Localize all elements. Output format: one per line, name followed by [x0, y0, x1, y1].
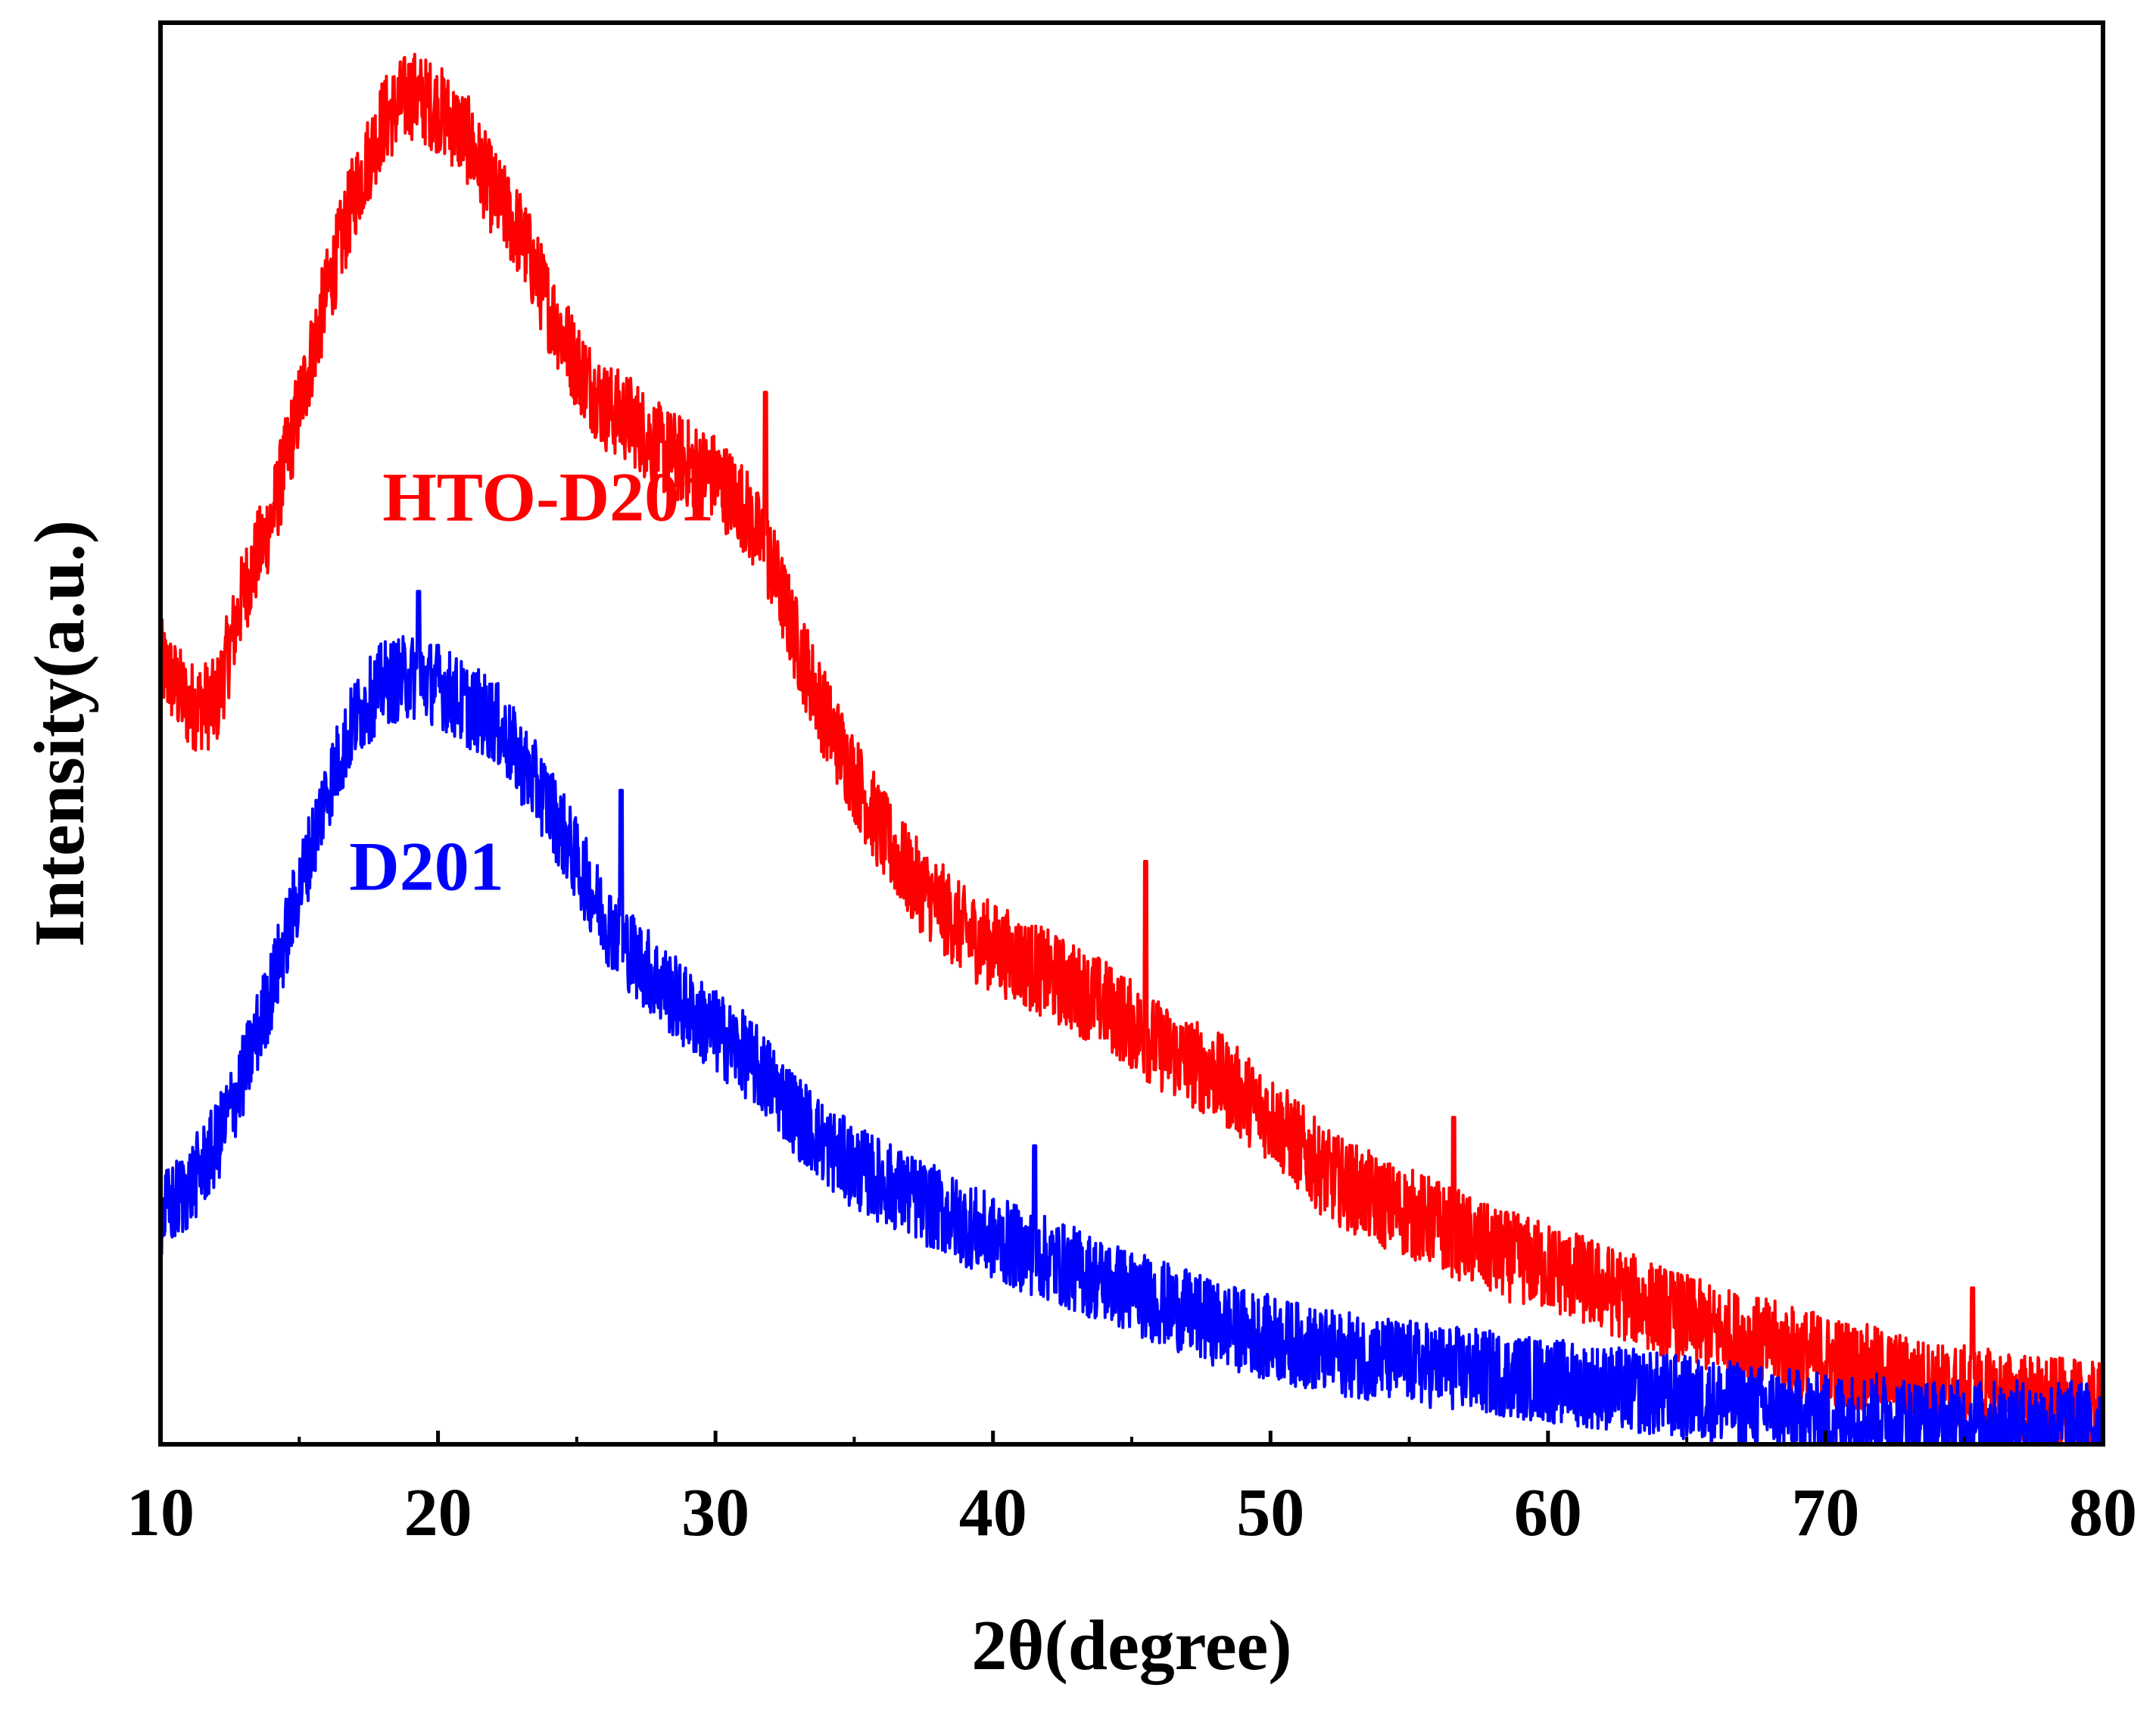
x-axis-ticks: 10 20 30 40 50 60 70 80	[126, 1431, 2137, 1550]
x-tick-label: 60	[1514, 1475, 1582, 1550]
series-label-d201: D201	[349, 828, 503, 905]
x-tick-label: 40	[959, 1475, 1027, 1550]
x-tick-label: 80	[2069, 1475, 2137, 1550]
series-line-hto-d201	[159, 52, 2105, 1446]
x-tick-label: 30	[681, 1475, 749, 1550]
y-axis-title: Intensity(a.u.)	[20, 520, 99, 947]
series-label-hto-d201: HTO-D201	[382, 458, 714, 535]
series-layer	[159, 52, 2105, 1446]
x-tick-label: 70	[1791, 1475, 1859, 1550]
x-axis-title: 2θ(degree)	[971, 1606, 1291, 1685]
x-tick-label: 10	[126, 1475, 195, 1550]
series-line-d201	[159, 590, 2105, 1446]
x-tick-label: 50	[1236, 1475, 1304, 1550]
x-tick-label: 20	[404, 1475, 472, 1550]
